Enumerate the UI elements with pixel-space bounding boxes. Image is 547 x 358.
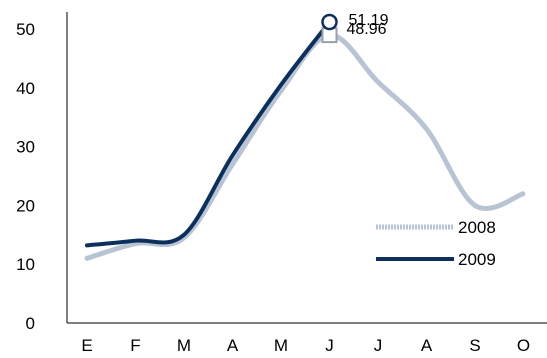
x-tick-label: E xyxy=(81,336,92,355)
x-tick-label: J xyxy=(374,336,383,355)
x-tick-label: M xyxy=(274,336,288,355)
legend: 2008 2009 xyxy=(376,218,496,269)
series-line-2009 xyxy=(85,20,332,248)
x-tick-label: O xyxy=(517,336,530,355)
x-tick-label: A xyxy=(421,336,433,355)
x-tick-label: J xyxy=(325,336,334,355)
x-tick-label: A xyxy=(227,336,239,355)
y-tick-label: 40 xyxy=(16,79,35,98)
data-label-2008: 48.96 xyxy=(347,21,387,38)
legend-label-2009: 2009 xyxy=(458,250,496,269)
marker-2009 xyxy=(321,13,338,31)
legend-label-2008: 2008 xyxy=(458,218,496,237)
y-tick-label: 30 xyxy=(16,138,35,157)
x-tick-label: F xyxy=(130,336,140,355)
series-layer xyxy=(84,20,526,261)
y-tick-label: 50 xyxy=(16,20,35,39)
y-tick-label: 10 xyxy=(16,255,35,274)
y-tick-labels: 0 10 20 30 40 50 xyxy=(16,20,35,333)
data-label-2009: 51.19 xyxy=(349,12,389,29)
y-tick-label: 0 xyxy=(26,314,35,333)
x-tick-label: S xyxy=(469,336,480,355)
x-tick-label: M xyxy=(177,336,191,355)
y-tick-label: 20 xyxy=(16,196,35,215)
